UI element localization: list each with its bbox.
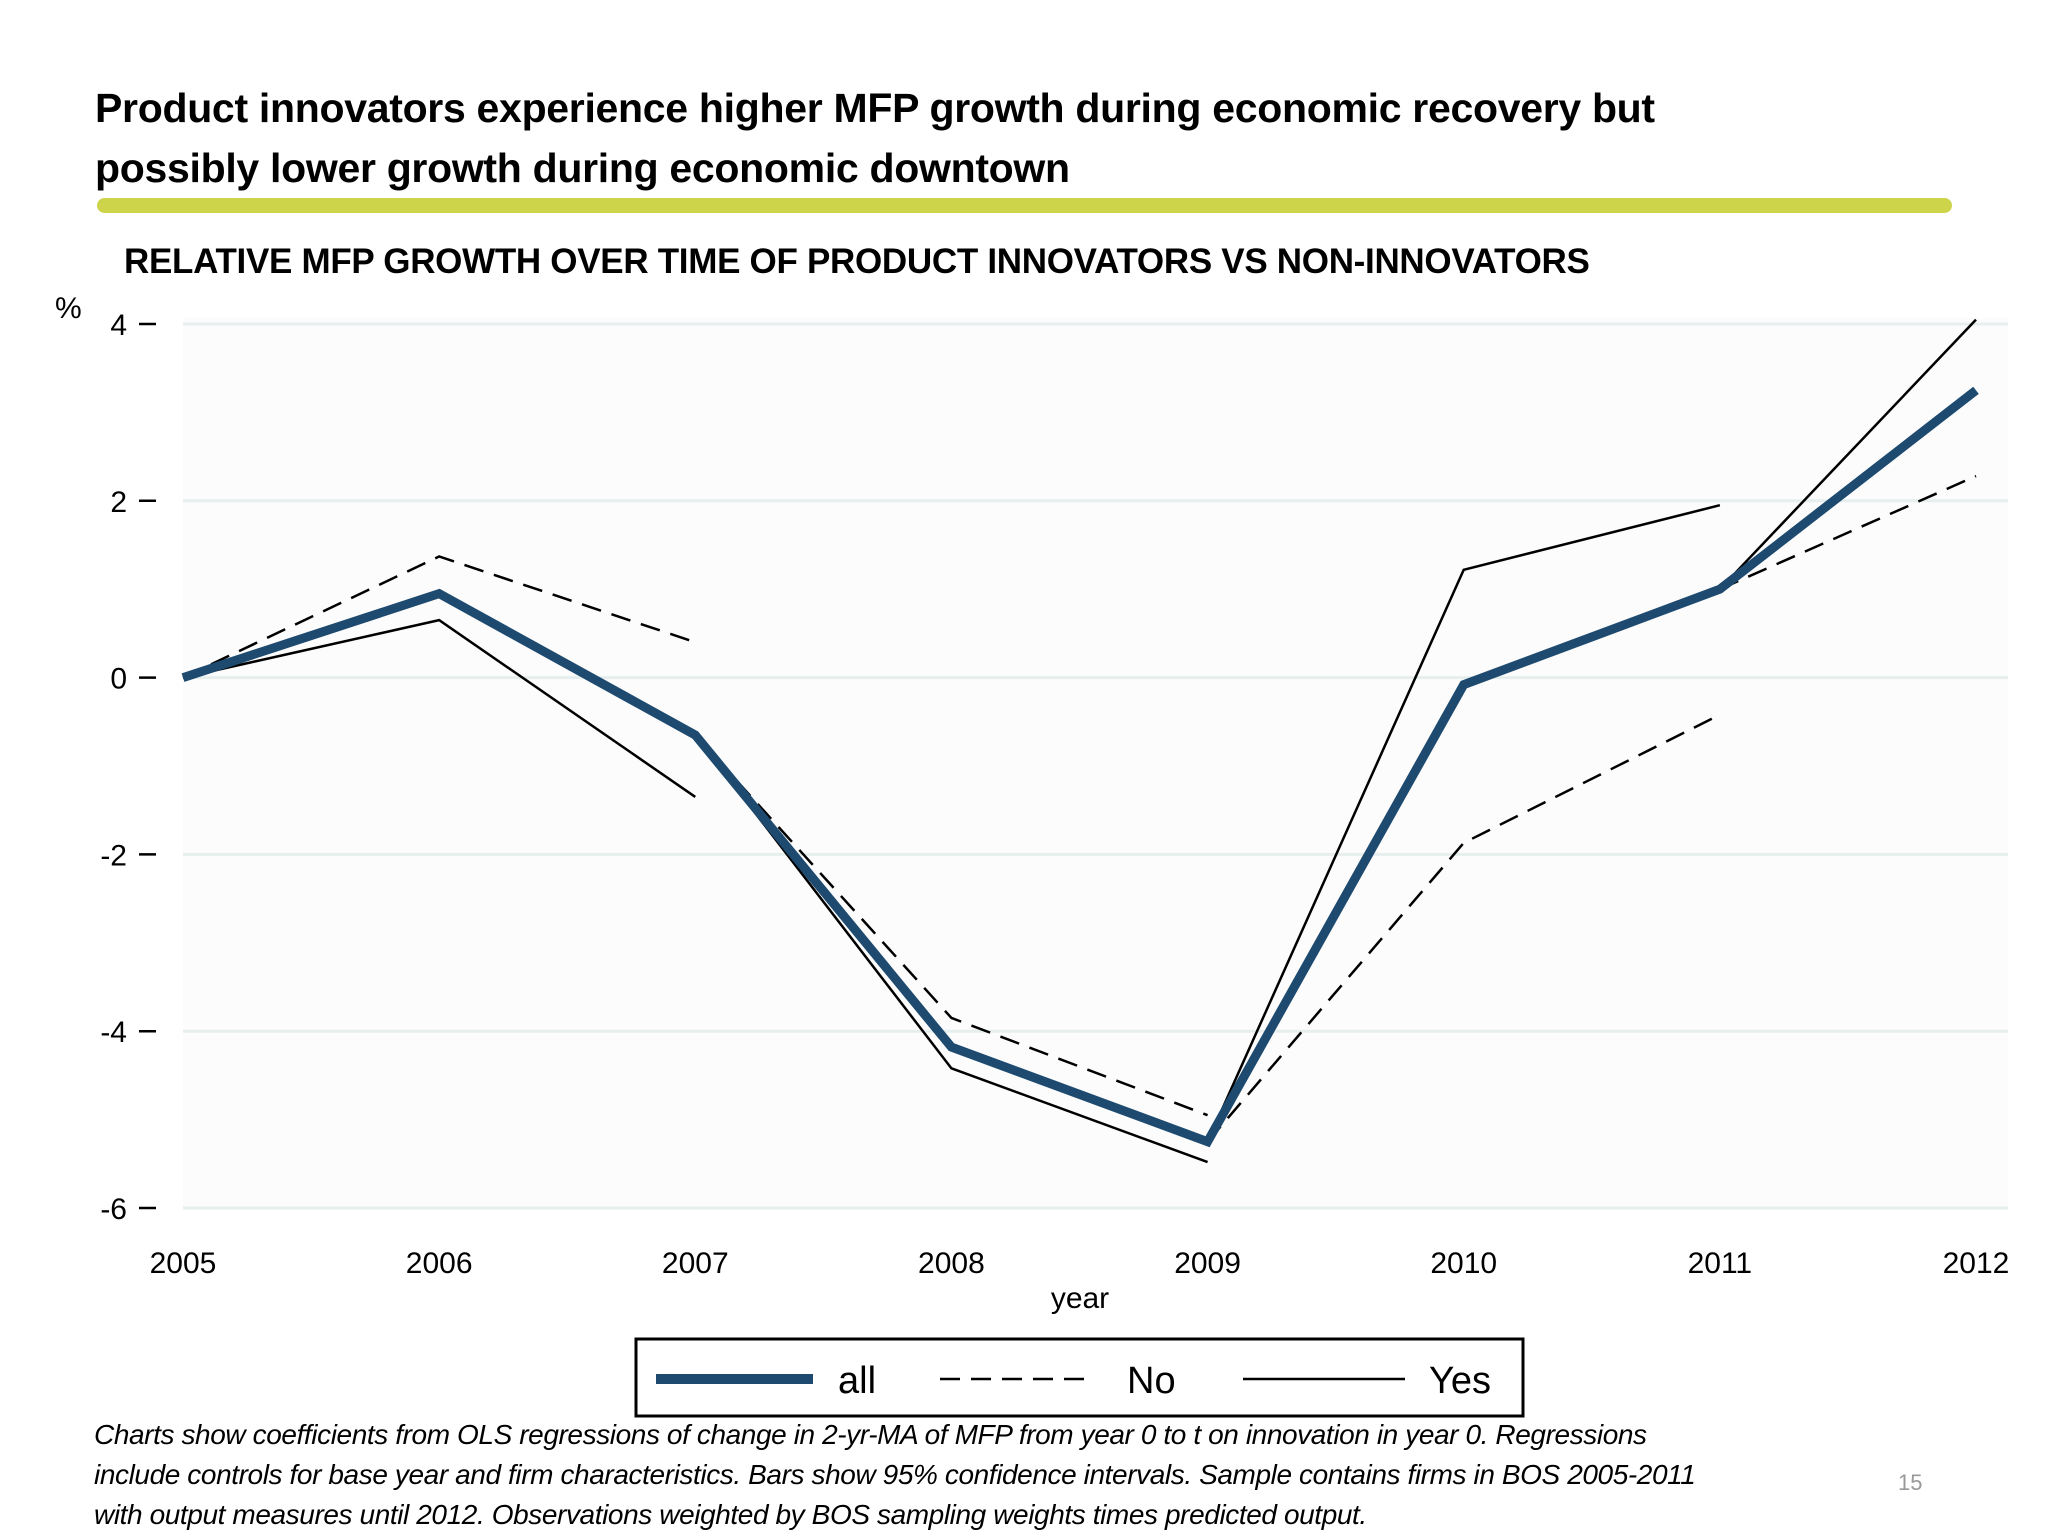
chart-title: RELATIVE MFP GROWTH OVER TIME OF PRODUCT… (124, 242, 1590, 281)
slide-title: Product innovators experience higher MFP… (95, 78, 1975, 198)
x-tick-label: 2008 (918, 1247, 985, 1280)
series-line-all (181, 386, 1979, 1148)
slide-title-line: possibly lower growth during economic do… (95, 145, 1070, 191)
plot-background (183, 318, 2008, 1208)
gridlines (183, 322, 2008, 1210)
x-tick-label: 2006 (406, 1247, 473, 1280)
y-tick-label: 2 (110, 486, 127, 519)
x-tick-label: 2012 (1943, 1247, 2010, 1280)
y-tick-label: 4 (110, 309, 127, 342)
series-line-no (1206, 713, 1721, 1143)
footnote-line: Charts show coefficients from OLS regres… (94, 1419, 1647, 1450)
y-tick-label: -6 (100, 1193, 127, 1226)
series-line-no (694, 734, 1209, 1117)
slide-title-line: Product innovators experience higher MFP… (95, 85, 1655, 131)
x-tick-label: 2010 (1430, 1247, 1497, 1280)
footnote-line: with output measures until 2012. Observa… (94, 1499, 1367, 1530)
x-tick-label: 2011 (1688, 1247, 1753, 1280)
footnote: Charts show coefficients from OLS regres… (94, 1415, 1974, 1535)
x-axis: 2005 2006 2007 2008 2009 2010 2011 2012 (150, 1247, 2010, 1280)
x-tick-label: 2007 (662, 1247, 729, 1280)
series-lines (181, 318, 1979, 1164)
legend-label-no: No (1127, 1360, 1176, 1402)
y-tick-label: -2 (100, 839, 127, 872)
series-line-yes (1206, 504, 1721, 1143)
y-tick-label: -4 (100, 1016, 127, 1049)
x-tick-label: 2009 (1174, 1247, 1241, 1280)
series-line-no (1719, 474, 1977, 591)
x-tick-label: 2005 (150, 1247, 217, 1280)
series-line-yes (1718, 318, 1977, 591)
series-line-no (182, 555, 696, 679)
legend-label-yes: Yes (1429, 1360, 1491, 1402)
footnote-line: include controls for base year and firm … (94, 1459, 1696, 1490)
x-axis-label: year (1051, 1282, 1109, 1315)
legend-label-all: all (838, 1360, 876, 1402)
y-axis: 4 2 0 -2 -4 -6 (100, 309, 156, 1226)
y-axis-label: % (55, 292, 82, 325)
y-tick-label: 0 (110, 663, 127, 696)
legend: all No Yes (634, 1337, 1525, 1418)
series-line-yes (182, 618, 696, 798)
page-number: 15 (1898, 1470, 1923, 1495)
title-accent-bar (97, 198, 1952, 213)
